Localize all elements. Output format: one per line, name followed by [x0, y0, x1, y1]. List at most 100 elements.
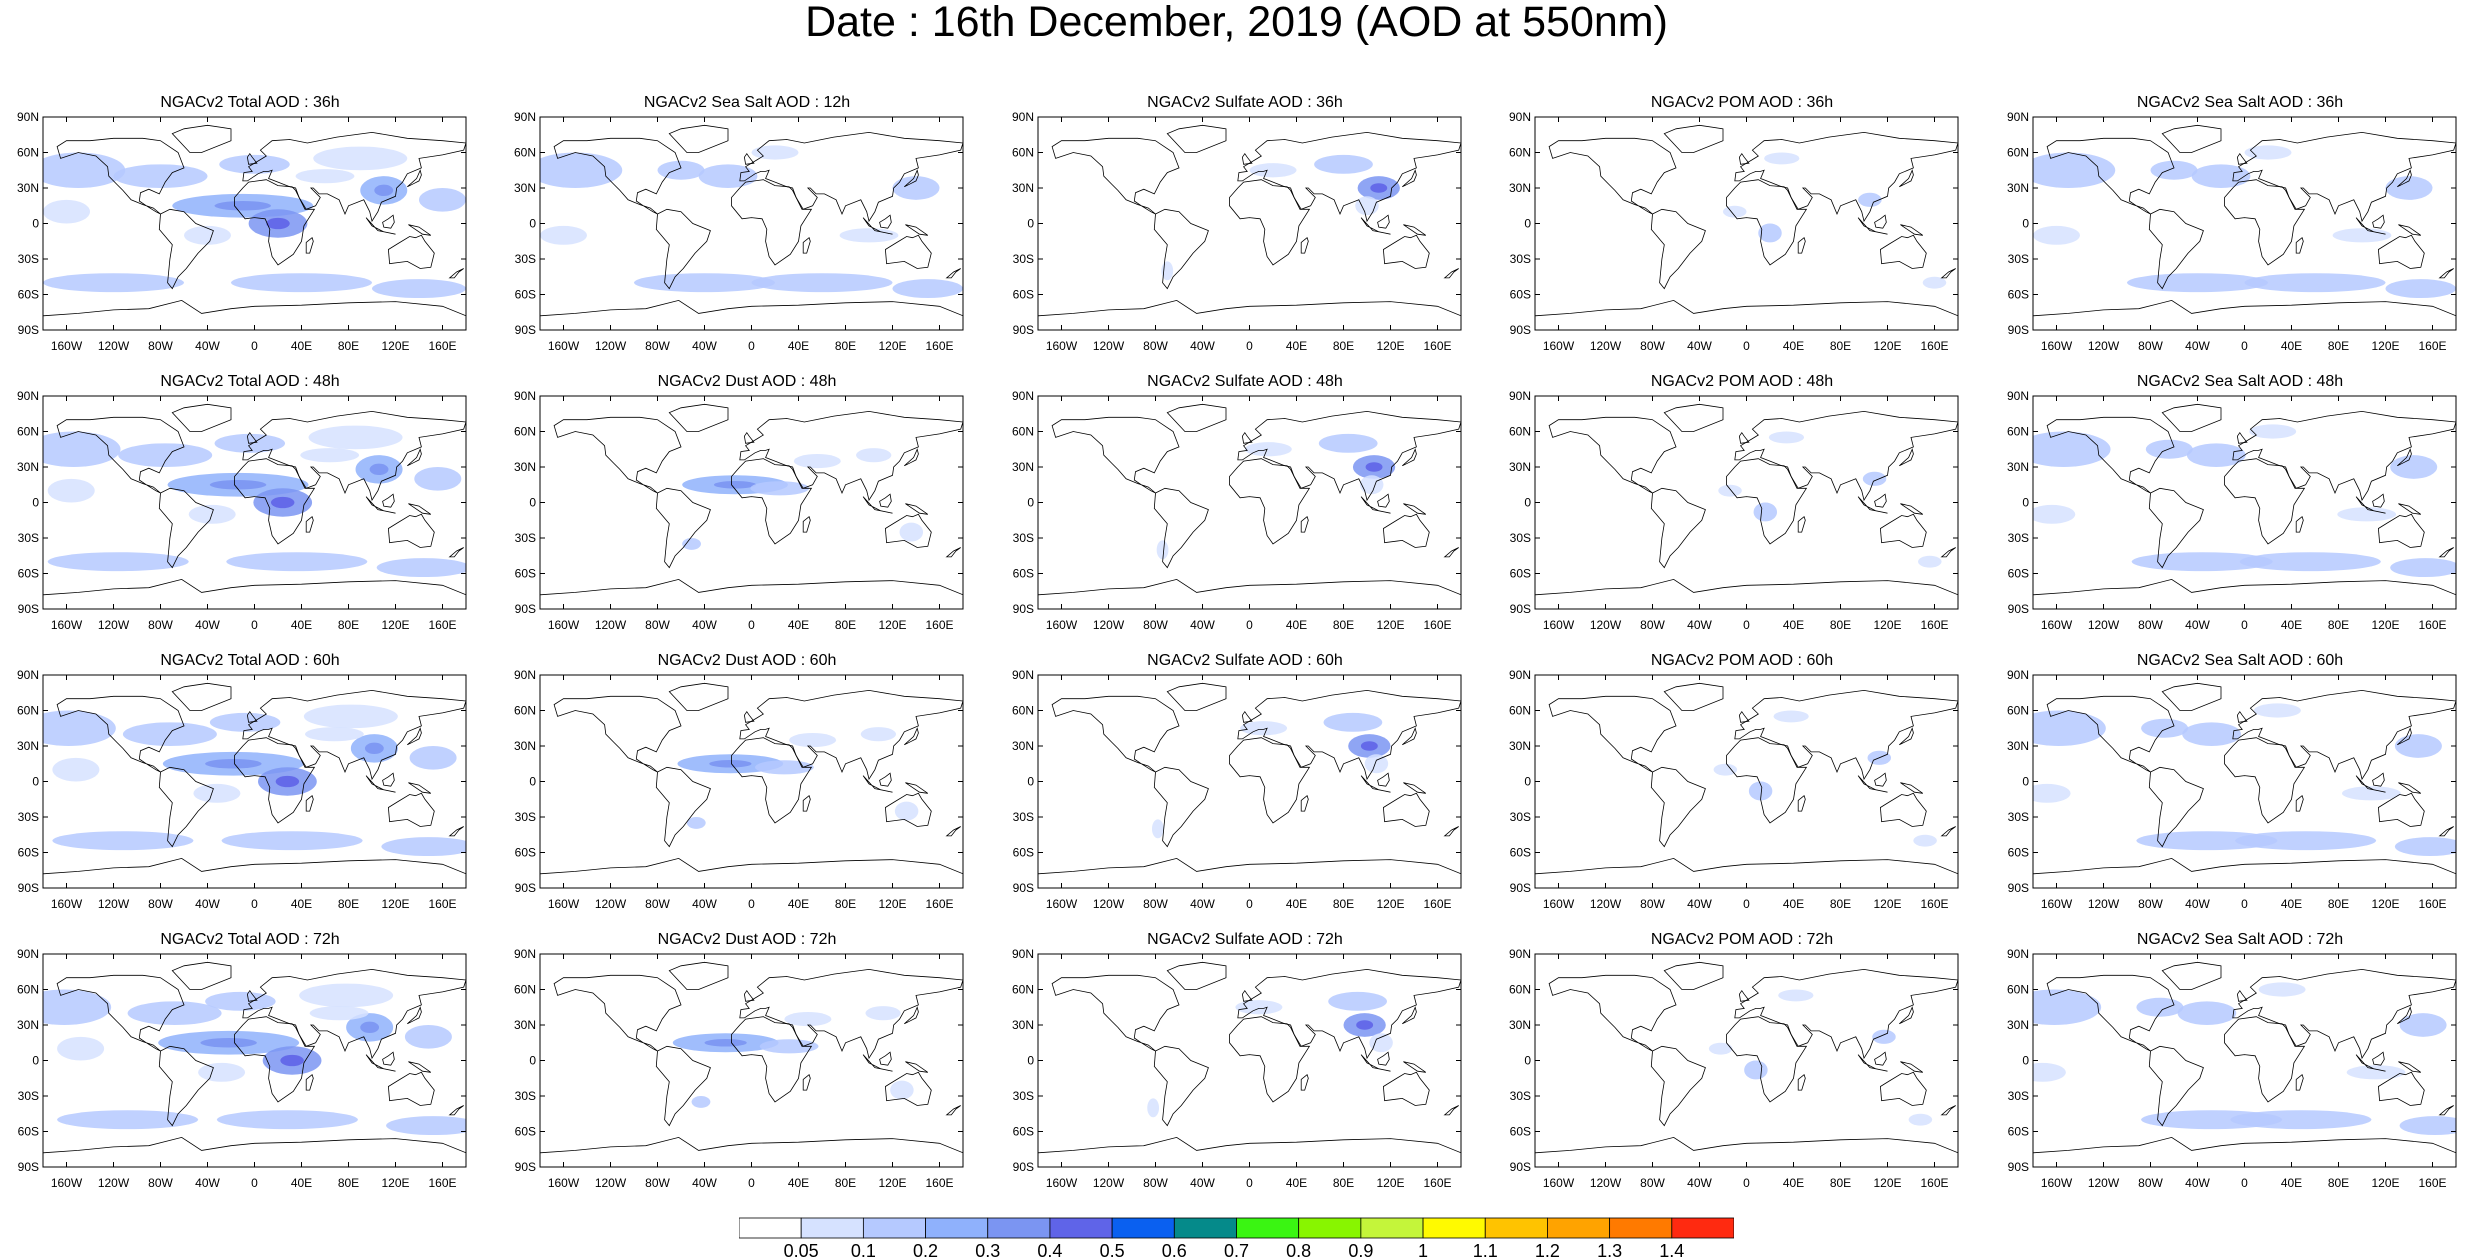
coastline-new-guinea [1900, 782, 1924, 794]
aerosol-plume [2244, 273, 2386, 293]
coastline-japan [904, 1006, 919, 1025]
aerosol-plume-core [214, 201, 271, 211]
lat-tick-label: 30S [18, 1089, 39, 1103]
lon-tick-label: 160E [1423, 339, 1451, 353]
lon-tick-label: 120W [2088, 1176, 2120, 1190]
lon-tick-label: 80E [1333, 897, 1354, 911]
coastline-new-zealand [1940, 826, 1956, 837]
coastline-new-guinea [905, 782, 929, 794]
map-plot: 90N 60N 30N 0 30S 60S 90S 160W 120W 80W 40W 0 40E 80E… [2007, 389, 2457, 632]
lon-tick-label: 160E [925, 618, 953, 632]
coastline-uk [246, 152, 258, 165]
lon-tick-label: 120E [381, 897, 409, 911]
lon-tick-label: 80W [1640, 339, 1665, 353]
lon-tick-label: 80E [2328, 1176, 2349, 1190]
lon-tick-label: 160E [1920, 618, 1948, 632]
aerosol-plume [1147, 1098, 1160, 1118]
coastline-japan [904, 169, 919, 188]
aerosol-plume-core [200, 1038, 257, 1048]
aerosol-plume [1862, 471, 1887, 486]
lon-tick-label: 120E [878, 897, 906, 911]
lat-tick-label: 30S [2008, 531, 2029, 545]
lon-tick-label: 80E [1333, 618, 1354, 632]
panel-title: NGACv2 Sulfate AOD : 48h [1147, 373, 1343, 390]
map-panel: NGACv2 Total AOD : 36h 90N 60N 30N 0 30S 60S 90… [0, 94, 500, 374]
aerosol-plume [2150, 160, 2198, 180]
aerosol-plume [295, 169, 355, 184]
figure-title: Date : 16th December, 2019 (AOD at 550nm… [805, 0, 1668, 46]
aerosol-plume [303, 704, 398, 729]
coastline-new-guinea [1900, 1061, 1924, 1073]
lat-tick-label: 30S [1013, 810, 1034, 824]
aerosol-plume [540, 152, 623, 188]
lon-tick-label: 80W [1143, 897, 1168, 911]
aerosol-plume [2033, 1062, 2066, 1082]
coastline-japan [1402, 169, 1417, 188]
coastline-borneo [879, 214, 892, 229]
colorbar-label: 0.7 [1224, 1241, 1249, 1260]
aerosol-plume [2033, 504, 2076, 524]
panel-title: NGACv2 POM AOD : 48h [1650, 373, 1834, 390]
aerosol-plume [1918, 555, 1942, 568]
aod-field [540, 124, 963, 317]
coastline-eurasia [1237, 968, 1461, 1060]
aerosol-plume [2394, 734, 2442, 758]
lon-tick-label: 160W [51, 897, 83, 911]
coastline-north-america [2046, 416, 2175, 494]
lon-tick-label: 120E [1873, 339, 1901, 353]
aod-field [540, 961, 963, 1154]
lon-tick-label: 80W [1143, 1176, 1168, 1190]
map-panel: NGACv2 POM AOD : 72h 90N 60N 30N 0 30S 60S 90S 1… [1492, 931, 1992, 1211]
lat-tick-label: 60S [1510, 567, 1531, 581]
coastline-uk [246, 431, 258, 444]
aerosol-plume [890, 1080, 914, 1100]
lat-tick-label: 90N [2007, 668, 2029, 682]
lon-tick-label: 40W [1687, 897, 1712, 911]
coastline-australia [2377, 792, 2425, 827]
lat-tick-label: 60N [1012, 146, 1034, 160]
coastline-antarctica [43, 578, 466, 596]
coastline-greenland [668, 961, 729, 990]
coastline-north-america [2046, 695, 2175, 773]
coastline-australia [2377, 1071, 2425, 1106]
aerosol-plume [43, 431, 121, 467]
coastline-madagascar [305, 237, 314, 254]
lat-tick-label: 60N [1012, 425, 1034, 439]
aerosol-plume [2385, 279, 2456, 299]
coastline-eurasia [1734, 131, 1958, 223]
aerosol-plume [2394, 837, 2456, 857]
lat-tick-label: 60N [17, 983, 39, 997]
lon-tick-label: 0 [251, 897, 258, 911]
panel-title: NGACv2 Dust AOD : 72h [657, 931, 837, 948]
lat-tick-label: 30N [1509, 181, 1531, 195]
map-panel: NGACv2 Sulfate AOD : 72h 90N 60N 30N 0 30S 60S… [995, 931, 1495, 1211]
lat-tick-label: 90S [1510, 1160, 1531, 1174]
lon-tick-label: 160E [2418, 1176, 2446, 1190]
lat-tick-label: 90S [2008, 602, 2029, 616]
aod-field [43, 124, 466, 317]
coastline-south-america [655, 208, 711, 290]
coastline-japan [904, 448, 919, 467]
aerosol-plume [305, 727, 364, 742]
lat-tick-label: 60N [1012, 983, 1034, 997]
lon-tick-label: 160W [51, 1176, 83, 1190]
coastline-north-america [56, 416, 185, 494]
coastline-north-america [553, 695, 682, 773]
map-frame [1534, 116, 1959, 331]
coastline-madagascar [1300, 795, 1309, 812]
lat-tick-label: 60S [18, 1125, 39, 1139]
coastline-indonesia [2355, 1054, 2386, 1072]
coastline-north-america [2046, 974, 2175, 1052]
aerosol-plume [1323, 712, 1383, 732]
lon-tick-label: 120W [98, 1176, 130, 1190]
colorbar-swatch [1173, 1217, 1237, 1239]
aerosol-plume [750, 481, 810, 496]
lon-tick-label: 80W [645, 1176, 670, 1190]
aerosol-plume [1156, 540, 1169, 560]
coastline-africa [2224, 1016, 2306, 1103]
lon-tick-label: 0 [1743, 339, 1750, 353]
coastline-new-guinea [1403, 1061, 1427, 1073]
coastline-japan [407, 727, 422, 746]
lon-tick-label: 80E [2328, 897, 2349, 911]
aerosol-plume-core [270, 496, 295, 509]
